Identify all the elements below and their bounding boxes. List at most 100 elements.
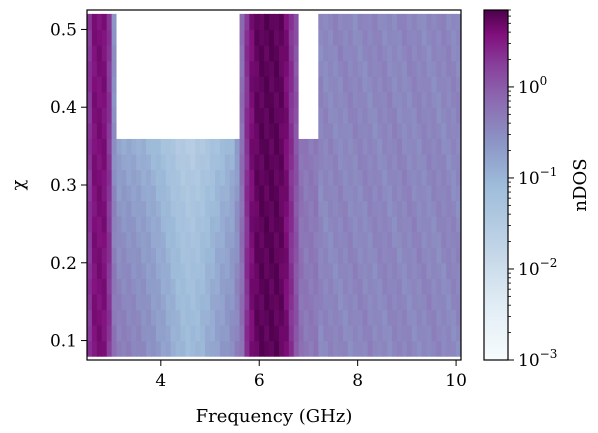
- heatmap-cell: [254, 169, 260, 186]
- heatmap-cell: [352, 200, 359, 217]
- heatmap-cell: [274, 169, 280, 186]
- heatmap-cell: [421, 76, 428, 93]
- heatmap-cell: [91, 45, 98, 62]
- heatmap-cell: [362, 247, 369, 264]
- heatmap-cell: [180, 107, 187, 124]
- heatmap-cell: [456, 216, 461, 233]
- heatmap-cell: [421, 247, 428, 264]
- heatmap-cell: [347, 185, 354, 202]
- heatmap-cell: [318, 200, 324, 217]
- heatmap-cell: [146, 340, 152, 357]
- heatmap-cell: [200, 309, 206, 326]
- heatmap-cell: [288, 76, 295, 93]
- heatmap-cell: [155, 169, 162, 186]
- heatmap-cell: [392, 247, 398, 264]
- heatmap-cell: [357, 247, 364, 264]
- heatmap-cell: [352, 325, 359, 342]
- heatmap-cell: [313, 231, 319, 248]
- heatmap-cell: [254, 45, 260, 62]
- heatmap-cell: [160, 122, 167, 139]
- heatmap-cell: [352, 231, 359, 248]
- heatmap-cell: [126, 340, 132, 357]
- heatmap-cell: [264, 45, 270, 62]
- heatmap-cell: [431, 200, 437, 217]
- heatmap-cell: [274, 138, 280, 155]
- heatmap-cell: [274, 153, 280, 171]
- heatmap-cell: [185, 200, 191, 217]
- heatmap-cell: [244, 45, 250, 62]
- heatmap-cell: [431, 169, 437, 186]
- heatmap-cell: [426, 278, 433, 295]
- heatmap-cell: [411, 153, 418, 171]
- heatmap-cell: [131, 247, 137, 264]
- heatmap-cell: [185, 76, 191, 93]
- heatmap-cell: [436, 278, 442, 295]
- heatmap-cell: [367, 185, 374, 202]
- heatmap-cell: [362, 169, 369, 186]
- heatmap-cell: [87, 293, 93, 311]
- heatmap-cell: [274, 91, 280, 108]
- heatmap-cell: [372, 216, 378, 233]
- heatmap-cell: [411, 262, 418, 279]
- heatmap-cell: [219, 247, 226, 264]
- x-tick-label: 4: [155, 371, 166, 391]
- heatmap-cell: [436, 153, 442, 171]
- heatmap-cell: [106, 325, 113, 342]
- heatmap-cell: [411, 231, 418, 248]
- heatmap-cell: [210, 153, 216, 171]
- heatmap-cell: [308, 247, 314, 264]
- heatmap-cell: [456, 247, 461, 264]
- heatmap-cell: [165, 325, 172, 342]
- heatmap-cell: [259, 153, 265, 171]
- heatmap-cell: [352, 169, 359, 186]
- heatmap-cell: [224, 247, 231, 264]
- heatmap-cell: [165, 45, 172, 62]
- heatmap-cell: [411, 169, 418, 186]
- heatmap-cell: [357, 293, 364, 311]
- heatmap-cell: [406, 200, 413, 217]
- heatmap-cell: [165, 262, 172, 279]
- heatmap-cell: [367, 293, 374, 311]
- heatmap-cell: [150, 13, 157, 31]
- heatmap-cell: [377, 122, 383, 139]
- heatmap-cell: [436, 185, 442, 202]
- heatmap-cell: [180, 185, 187, 202]
- heatmap-cell: [416, 340, 423, 357]
- heatmap-cell: [308, 309, 314, 326]
- heatmap-cell: [283, 29, 290, 46]
- heatmap-cell: [387, 262, 393, 279]
- heatmap-cell: [155, 107, 162, 124]
- heatmap-cell: [214, 91, 221, 108]
- heatmap-cell: [392, 122, 398, 139]
- heatmap-cell: [357, 262, 364, 279]
- heatmap-cell: [87, 107, 93, 124]
- heatmap-cell: [278, 153, 285, 171]
- heatmap-cell: [293, 29, 300, 46]
- heatmap-cell: [111, 216, 118, 233]
- heatmap-cell: [249, 278, 255, 295]
- heatmap-cell: [333, 76, 339, 93]
- heatmap-cell: [249, 122, 255, 139]
- heatmap-cell: [278, 247, 285, 264]
- heatmap-cell: [146, 13, 152, 31]
- heatmap-cell: [155, 340, 162, 357]
- heatmap-cell: [342, 293, 349, 311]
- heatmap-cell: [96, 76, 103, 93]
- heatmap-cell: [131, 309, 137, 326]
- heatmap-cell: [180, 262, 187, 279]
- heatmap-cell: [372, 278, 378, 295]
- heatmap-cell: [372, 231, 378, 248]
- heatmap-cell: [141, 76, 147, 93]
- heatmap-cell: [337, 231, 344, 248]
- heatmap-cell: [136, 45, 142, 62]
- heatmap-cell: [278, 231, 285, 248]
- heatmap-cell: [224, 91, 231, 108]
- heatmap-cell: [180, 231, 187, 248]
- heatmap-cell: [214, 138, 221, 155]
- heatmap-cell: [234, 76, 241, 93]
- heatmap-cell: [239, 45, 246, 62]
- heatmap-cell: [333, 169, 339, 186]
- heatmap-cell: [254, 60, 260, 77]
- heatmap-cell: [214, 185, 221, 202]
